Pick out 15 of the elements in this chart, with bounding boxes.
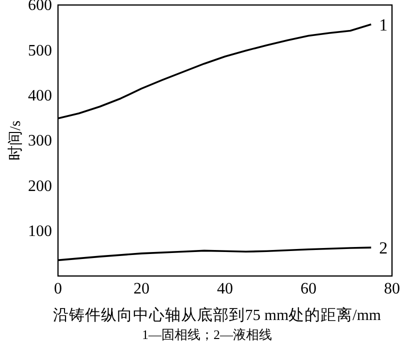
y-tick-label: 500 [28, 42, 52, 60]
y-tick-label: 300 [28, 132, 52, 150]
x-tick-label: 0 [54, 280, 62, 298]
y-axis-title: 时间/s [7, 120, 24, 161]
text: 1—固相线；2—液相线 [142, 327, 272, 342]
y-tick-label: 400 [28, 87, 52, 104]
x-tick-label: 20 [134, 280, 150, 298]
x-tick-label: 60 [300, 280, 316, 298]
x-axis-title: 沿铸件纵向中心轴从底部到75 mm处的距离/mm [53, 306, 381, 324]
y-tick-label: 100 [28, 222, 52, 240]
x-tick-label: 80 [384, 280, 400, 298]
series-label: 2 [379, 238, 388, 258]
y-tick-label: 200 [28, 178, 52, 195]
series-label: 1 [379, 15, 388, 34]
x-tick-label: 40 [217, 280, 233, 298]
